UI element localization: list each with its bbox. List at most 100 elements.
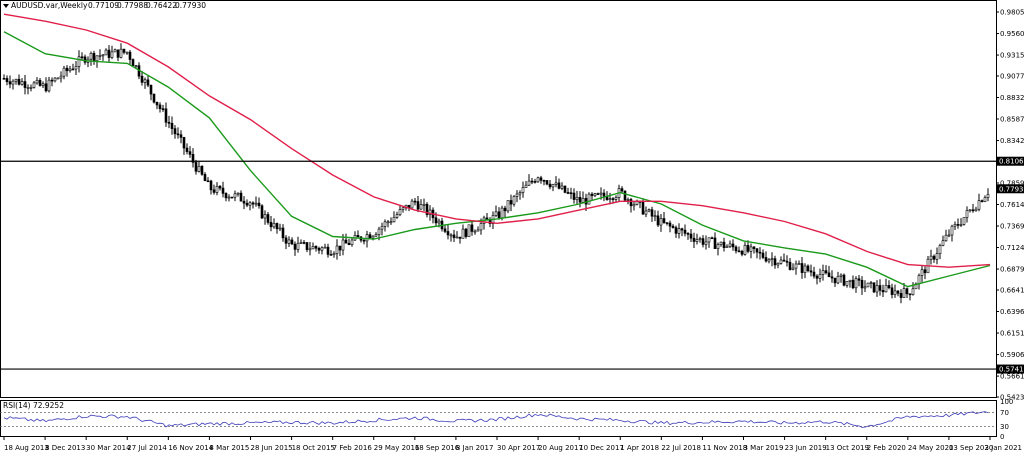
candle-body <box>410 200 414 209</box>
candle-body <box>917 275 921 285</box>
candle-body <box>341 239 345 251</box>
candle-body <box>413 200 417 203</box>
candle-body <box>545 180 549 185</box>
candle-body <box>935 253 939 260</box>
candle-body <box>614 197 618 200</box>
candle-body <box>98 55 102 57</box>
time-tick-label: 27 Jul 2014 <box>127 444 167 452</box>
candle-body <box>551 184 555 188</box>
candle-body <box>176 133 180 136</box>
candle-body <box>695 239 699 242</box>
candle-body <box>707 237 711 243</box>
candle-body <box>851 279 855 289</box>
candle-body <box>509 200 513 205</box>
candle-body <box>5 78 9 82</box>
time-tick-label: 1 Apr 2018 <box>620 444 659 452</box>
candle-body <box>56 77 60 80</box>
candle-body <box>2 78 6 80</box>
horizontal-levels-layer[interactable] <box>0 160 997 370</box>
candle-body <box>518 192 522 195</box>
candle-body <box>848 279 852 282</box>
price-highlight-box <box>997 364 1024 374</box>
candle-body <box>479 223 483 231</box>
candle-body <box>395 214 399 218</box>
candle-body <box>788 261 792 270</box>
triangle-down-icon[interactable] <box>3 4 9 8</box>
candle-body <box>767 259 771 262</box>
candle-body <box>428 209 432 215</box>
rsi-axis: 100 70 30 0 <box>1000 398 1013 441</box>
candle-body <box>458 236 462 239</box>
candle-body <box>17 78 21 85</box>
candle-body <box>317 247 321 251</box>
candle-body <box>449 234 453 237</box>
time-tick-label: 8 Mar 2015 <box>209 444 249 452</box>
candle-body <box>980 200 984 202</box>
candle-body <box>791 267 795 270</box>
candle-body <box>776 263 780 266</box>
candle-body <box>383 221 387 227</box>
candle-body <box>59 75 63 79</box>
candle-body <box>296 242 300 250</box>
candle-body <box>527 180 531 186</box>
candle-body <box>326 246 330 255</box>
candle-body <box>311 246 315 250</box>
candle-body <box>815 275 819 279</box>
candle-body <box>473 230 477 233</box>
candle-body <box>392 217 396 223</box>
candle-body <box>728 243 732 247</box>
candle-body <box>191 154 195 163</box>
moving-average-slow-line <box>3 13 991 268</box>
price-highlight-label: 0.57410 <box>999 366 1024 374</box>
candle-body <box>689 233 693 239</box>
candle-body <box>158 104 162 109</box>
candle-body <box>53 77 57 82</box>
candle-body <box>860 279 864 289</box>
candle-body <box>512 196 516 205</box>
time-tick-label: 11 Nov 2018 <box>702 444 747 452</box>
main-chart-frame <box>0 0 997 398</box>
candle-body <box>503 207 507 212</box>
candle-body <box>686 233 690 235</box>
candle-body <box>779 259 783 264</box>
candle-body <box>149 84 153 95</box>
ohlc-close: 0.77930 <box>175 1 206 10</box>
candle-body <box>419 204 423 210</box>
candle-body <box>365 234 369 242</box>
candle-body <box>200 165 204 175</box>
candle-body <box>704 241 708 245</box>
price-highlight-box <box>997 156 1024 166</box>
candle-body <box>644 210 648 215</box>
candle-body <box>164 108 168 123</box>
candle-body <box>944 234 948 242</box>
candle-body <box>557 182 561 189</box>
chart-title-group: AUDUSD.var,Weekly 0.77109 0.77988 0.7642… <box>3 1 206 10</box>
candle-body <box>302 242 306 244</box>
chart-title: AUDUSD.var,Weekly <box>11 1 88 10</box>
candle-body <box>515 193 519 197</box>
candle-body <box>506 200 510 212</box>
candle-body <box>275 223 279 230</box>
candle-body <box>650 209 654 217</box>
candle-body <box>497 211 501 218</box>
time-tick-label: 3 Mar 2019 <box>744 444 784 452</box>
candle-body <box>119 48 123 58</box>
price-highlight-label: 0.81066 <box>999 158 1024 166</box>
candle-body <box>260 205 264 219</box>
candle-body <box>329 254 333 256</box>
time-tick-label: 18 Oct 2015 <box>292 444 335 452</box>
candle-body <box>902 288 906 298</box>
price-highlight-box <box>997 184 1024 194</box>
candle-body <box>422 203 426 206</box>
candle-body <box>947 234 951 237</box>
candle-body <box>575 196 579 200</box>
candle-body <box>536 177 540 183</box>
candle-body <box>380 226 384 230</box>
ohlc-open: 0.77109 <box>88 1 119 10</box>
